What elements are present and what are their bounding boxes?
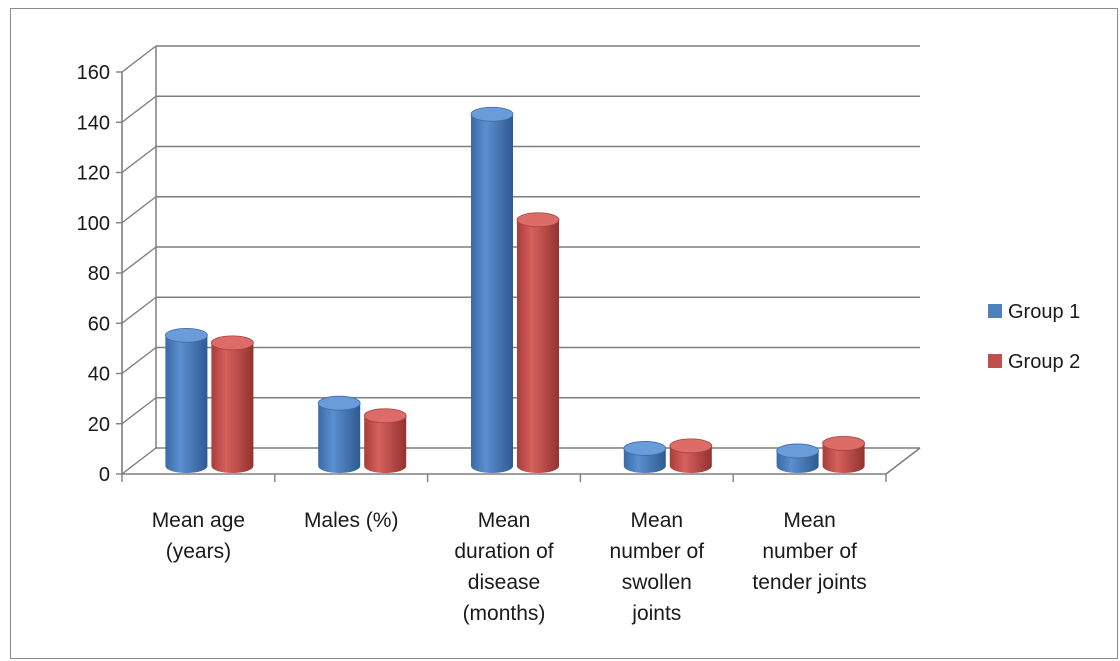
side-wall-gridline	[121, 447, 157, 475]
x-category-label: Mean age (years)	[152, 509, 245, 563]
side-wall-gridline	[121, 346, 157, 375]
x-category-label: Mean duration of disease (months)	[454, 509, 553, 625]
bar-group-1-4	[776, 443, 819, 474]
y-tick-label: 40	[88, 364, 110, 386]
side-wall-gridline	[121, 246, 157, 274]
legend-swatch	[988, 354, 1002, 368]
y-tick-label: 20	[88, 414, 110, 436]
bar-group-2-3	[669, 438, 713, 473]
legend-swatch	[988, 304, 1002, 318]
legend: Group 1 Group 2	[988, 301, 1080, 373]
y-tick-label: 120	[77, 163, 110, 185]
legend-label: Group 1	[1008, 301, 1080, 323]
x-category-label: Mean number of tender joints	[752, 509, 866, 594]
bar-group-2-2	[516, 212, 560, 473]
side-wall-gridline	[121, 397, 157, 425]
side-wall-gridline	[121, 296, 157, 324]
side-wall-gridline	[121, 196, 157, 224]
floor-right-edge	[885, 447, 921, 475]
bar-group-2-1	[363, 408, 407, 474]
x-category-label: Mean number of swollen joints	[610, 509, 705, 625]
y-tick-label: 0	[99, 464, 110, 486]
bar-group-1-2	[470, 106, 514, 473]
bar-group-1-1	[317, 395, 361, 474]
y-tick-label: 100	[77, 213, 110, 235]
bars-layer	[164, 106, 865, 474]
y-tick-label: 80	[88, 263, 110, 285]
bar-group-2-0	[210, 335, 254, 474]
axis-layer	[116, 71, 921, 482]
bar-group-1-3	[623, 441, 667, 474]
legend-label: Group 2	[1008, 351, 1080, 373]
y-tick-label: 60	[88, 313, 110, 335]
bar-group-2-4	[822, 435, 865, 474]
side-wall-gridline	[121, 95, 157, 123]
y-tick-label: 160	[77, 62, 110, 84]
bar-group-1-0	[164, 327, 208, 474]
side-wall-gridline	[121, 145, 157, 174]
y-tick-label: 140	[77, 112, 110, 134]
side-wall-gridline	[121, 45, 157, 73]
x-category-label: Males (%)	[304, 509, 399, 532]
labels-layer: 0 20 40 60 80 100 120 140 160 Mean age (years) Male…	[77, 62, 867, 625]
